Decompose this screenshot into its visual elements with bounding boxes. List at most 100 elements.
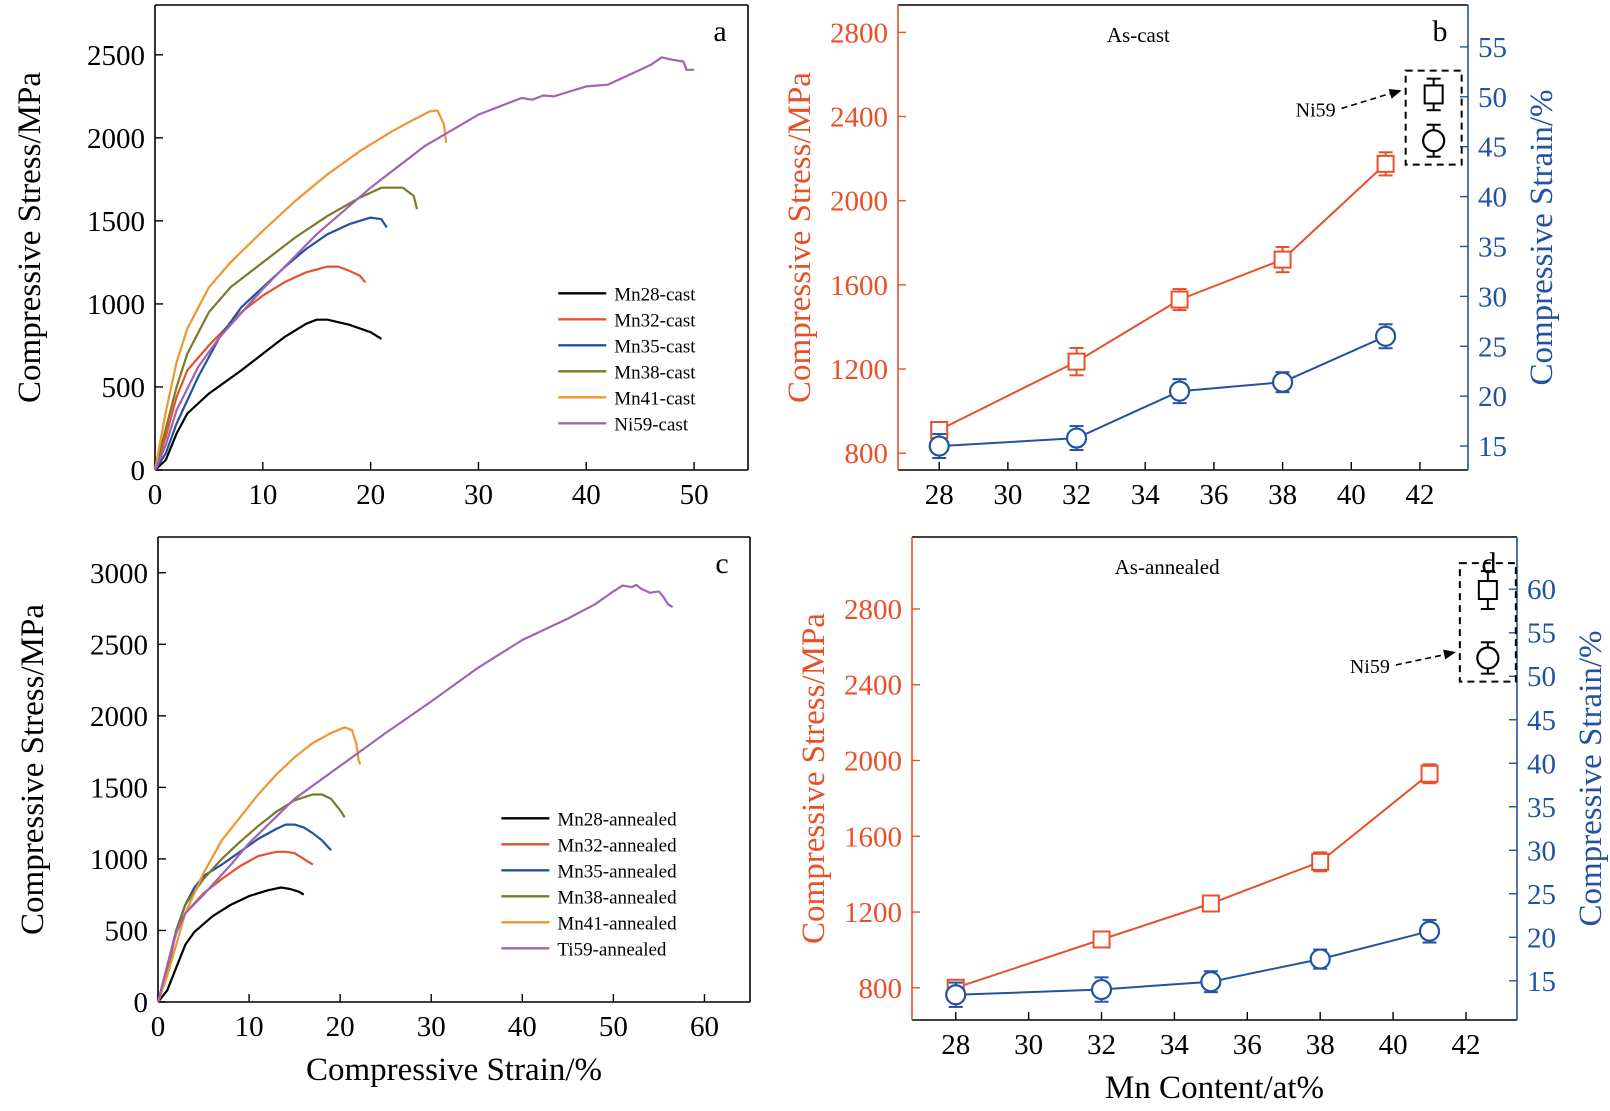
y2-tick-label: 45 [1527, 705, 1556, 737]
y2-tick-label: 20 [1527, 922, 1556, 954]
y-tick-label: 2800 [844, 594, 902, 626]
x-tick-label: 28 [941, 1029, 970, 1061]
y-tick-label: 2500 [87, 40, 145, 72]
legend-label: Ni59-cast [614, 414, 689, 435]
ni59-reference: Ni59 [1350, 562, 1517, 683]
y-tick-label: 2000 [844, 746, 902, 778]
x-tick-label: 38 [1268, 479, 1297, 511]
data-marker-circle [1309, 948, 1331, 970]
panel-c: 0 10 20 30 40 50 60 0 500 1000 1500 2000 2500 3000 Com… [15, 536, 751, 1088]
y-tick-label: 2500 [90, 629, 148, 661]
legend-label: Mn28-cast [614, 284, 696, 305]
legend-label: Mn32-cast [614, 310, 696, 331]
curve-Mn28-annealed [157, 886, 305, 1003]
legend-label: Mn32-annealed [557, 835, 677, 856]
y-tick-label: 2000 [87, 123, 145, 155]
y2-tick-label: 60 [1527, 574, 1556, 606]
x-tick-label: 42 [1451, 1029, 1480, 1061]
x-tick-label: 40 [508, 1011, 537, 1043]
y-axis-title: Compressive Stress/MPa [15, 604, 51, 935]
ni59-reference: Ni59 [1296, 69, 1463, 166]
y2-axis-title: Compressive Strain/% [1573, 630, 1609, 926]
y2-tick-label: 40 [1527, 748, 1556, 780]
x-tick-label: 50 [680, 479, 709, 511]
y2-tick-label: 45 [1478, 132, 1507, 164]
y-tick-label: 3000 [90, 558, 148, 590]
x-tick-label: 20 [326, 1011, 355, 1043]
reference-marker-square [1423, 84, 1444, 105]
data-marker-circle [928, 435, 950, 457]
y-tick-label: 1000 [90, 844, 148, 876]
legend-label: Mn41-cast [614, 388, 696, 409]
y-tick-label: 1200 [844, 897, 902, 929]
series-line-square [955, 773, 1431, 989]
curve-Mn35-annealed [156, 823, 332, 1003]
legend-label: Mn38-annealed [557, 887, 677, 908]
y2-tick-label: 25 [1527, 879, 1556, 911]
series-line-circle [939, 335, 1387, 448]
legend-label: Mn38-cast [614, 362, 696, 383]
legend-label: Mn28-annealed [557, 809, 677, 830]
y-tick-label: 1500 [90, 772, 148, 804]
y-tick-label: 1000 [87, 289, 145, 321]
curve-Mn28-cast [154, 318, 382, 471]
x-tick-label: 50 [599, 1011, 628, 1043]
x-tick-label: 30 [464, 479, 493, 511]
x-tick-label: 60 [690, 1011, 719, 1043]
x-tick-label: 30 [993, 479, 1022, 511]
y-tick-label: 1600 [830, 270, 888, 302]
data-marker-square [1092, 930, 1111, 949]
panel-label: c [715, 547, 728, 580]
data-marker-circle [1065, 427, 1088, 449]
curve-Mn41-annealed [156, 726, 362, 1003]
y2-tick-label: 15 [1478, 431, 1507, 463]
y-tick-label: 2800 [830, 17, 888, 49]
legend-label: Mn35-cast [614, 336, 696, 357]
curve-Mn32-cast [153, 265, 367, 471]
data-marker-square [1376, 154, 1395, 173]
panel-b: 28 30 32 34 36 38 40 42 800 1200 1600 2000 2400 2800 1… [782, 4, 1560, 511]
data-marker-circle [1090, 978, 1113, 1001]
x-tick-label: 32 [1062, 479, 1091, 511]
data-marker-square [1311, 852, 1330, 871]
y-tick-label: 2000 [830, 186, 888, 218]
x-axis-title: Compressive Strain/% [306, 1052, 602, 1088]
x-tick-label: 40 [1337, 479, 1366, 511]
reference-dashed-box [1404, 69, 1463, 166]
curve-Mn38-annealed [156, 793, 346, 1003]
x-tick-label: 38 [1306, 1029, 1335, 1061]
data-marker-circle [1271, 371, 1294, 393]
data-marker-square [1273, 250, 1292, 269]
y2-tick-label: 30 [1527, 835, 1556, 867]
y-tick-label: 1200 [830, 354, 888, 386]
data-marker-square [1067, 352, 1086, 371]
panel-a: 0 10 20 30 40 5005001000150020002500Compressi… [12, 4, 749, 511]
y-tick-label: 0 [131, 455, 146, 487]
y-axis-title: Compressive Stress/MPa [782, 72, 818, 403]
y2-tick-label: 30 [1478, 281, 1507, 313]
condition-label: As-cast [1107, 23, 1170, 47]
x-tick-label: 28 [925, 479, 954, 511]
y2-tick-label: 50 [1478, 82, 1507, 114]
legend-label: Ti59-annealed [557, 939, 667, 960]
x-tick-label: 30 [417, 1011, 446, 1043]
y-tick-label: 500 [105, 915, 149, 947]
y-tick-label: 800 [859, 973, 903, 1005]
data-marker-circle [1374, 325, 1397, 347]
y-tick-label: 2400 [830, 102, 888, 134]
y-tick-label: 800 [845, 438, 889, 470]
data-marker-circle [1200, 971, 1222, 993]
x-tick-label: 42 [1405, 479, 1434, 511]
data-marker-circle [1418, 920, 1441, 942]
reference-marker-square [1477, 580, 1498, 601]
x-tick-label: 34 [1160, 1029, 1190, 1061]
y2-tick-label: 20 [1478, 381, 1507, 413]
data-marker-square [1201, 894, 1220, 913]
data-marker-square [1170, 290, 1189, 309]
panel-d: 28 30 32 34 36 38 40 42 800 1200 1600 2000 2400 2800 1… [796, 536, 1609, 1106]
condition-label: As-annealed [1115, 555, 1220, 579]
legend: Mn28-annealed Mn32-annealed Mn35-annealed M… [501, 809, 677, 960]
x-tick-label: 10 [248, 479, 277, 511]
curve-Mn38-cast [153, 186, 419, 471]
x-tick-label: 0 [151, 1011, 166, 1043]
